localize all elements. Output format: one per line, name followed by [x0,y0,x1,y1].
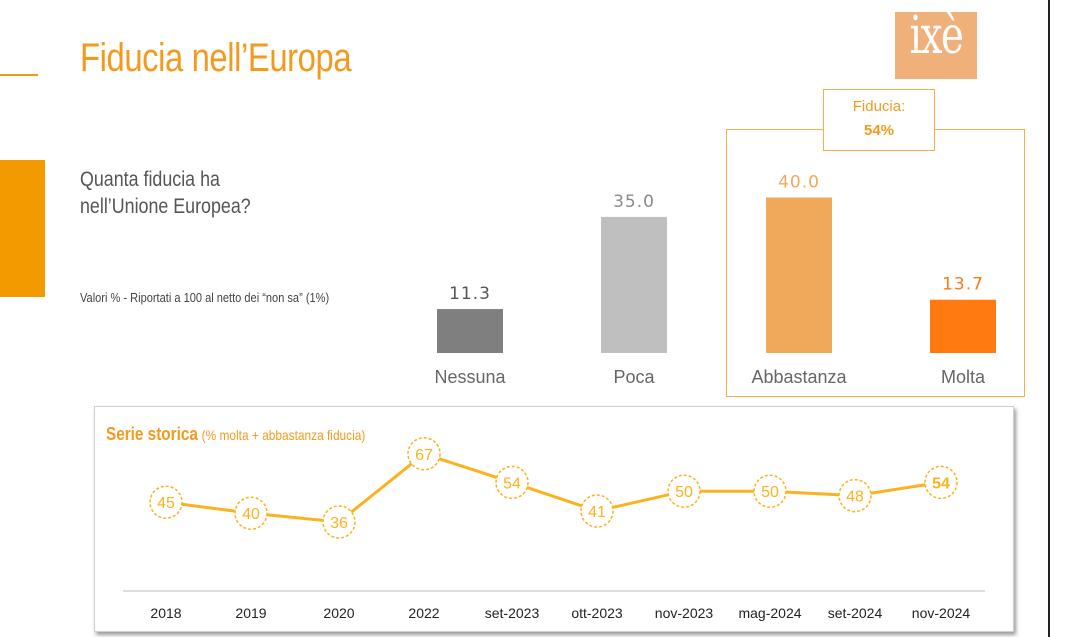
bar-abbastanza [766,197,832,353]
series-point [924,465,958,500]
x-tick-label: nov-2023 [655,605,714,621]
series-point [753,474,787,508]
survey-question: Quanta fiducia ha nell’Unione Europea? [80,168,251,218]
series-point [322,505,356,539]
page-title: Fiducia nell’Europa [80,36,352,80]
series-point-label: 67 [415,447,433,464]
bar-molta [930,299,996,353]
series-point-label: 40 [242,506,260,523]
bar-value-label: 13.7 [942,275,984,295]
side-accent-block [0,160,45,297]
x-tick-label: set-2023 [485,605,540,621]
x-tick-label: set-2024 [828,605,883,621]
bar-value-label: 40.0 [778,172,820,192]
x-tick-label: 2019 [235,605,266,621]
series-point [838,478,872,513]
x-tick-label: ott-2023 [571,605,623,621]
bar-category-label: Molta [941,367,986,387]
fiducia-callout: Fiducia: 54% [823,89,935,151]
series-point-label: 54 [503,475,521,492]
bar-value-label: 11.3 [449,284,491,304]
bar-category-label: Abbastanza [751,367,847,387]
series-point-label: 48 [846,489,864,506]
right-edge-rule [1048,0,1050,637]
series-point [667,474,701,508]
ixe-logo: ixè [895,6,977,79]
bar-category-label: Nessuna [434,367,506,387]
series-point-label: 54 [932,475,950,492]
bar-nessuna [437,309,503,353]
series-point [580,494,614,528]
logo-text: ixè [909,6,964,66]
fiducia-callout-label: Fiducia: [852,98,906,115]
series-point [234,496,268,530]
series-title: Serie storica (% molta + abbastanza fidu… [106,424,365,445]
x-tick-label: 2018 [150,605,181,621]
series-point-label: 45 [157,495,175,512]
bar-category-label: Poca [613,367,655,387]
bar-poca [601,216,667,353]
series-point [407,437,441,471]
series-point [495,465,529,500]
x-tick-label: nov-2024 [912,605,971,621]
title-accent-rule [0,74,38,76]
series-point-label: 41 [588,504,606,521]
x-tick-label: 2020 [323,605,354,621]
series-point-label: 50 [675,484,693,501]
series-point [149,485,183,519]
series-line [165,452,942,524]
bar-chart: 11.3 Nessuna 35.0 Poca 40.0 Abbastanza 13.7 Mol… [434,172,996,387]
values-note: Valori % - Riportati a 100 al netto dei … [80,290,330,305]
fiducia-callout-value: 54% [863,122,895,139]
series-title-main: Serie storica [106,424,198,444]
bar-value-label: 35.0 [613,192,655,212]
series-point-label: 50 [761,484,779,501]
x-tick-label: 2022 [408,605,439,621]
series-title-sub: (% molta + abbastanza fiducia) [201,427,366,443]
series-point-label: 36 [330,515,348,532]
x-tick-label: mag-2024 [738,605,801,621]
